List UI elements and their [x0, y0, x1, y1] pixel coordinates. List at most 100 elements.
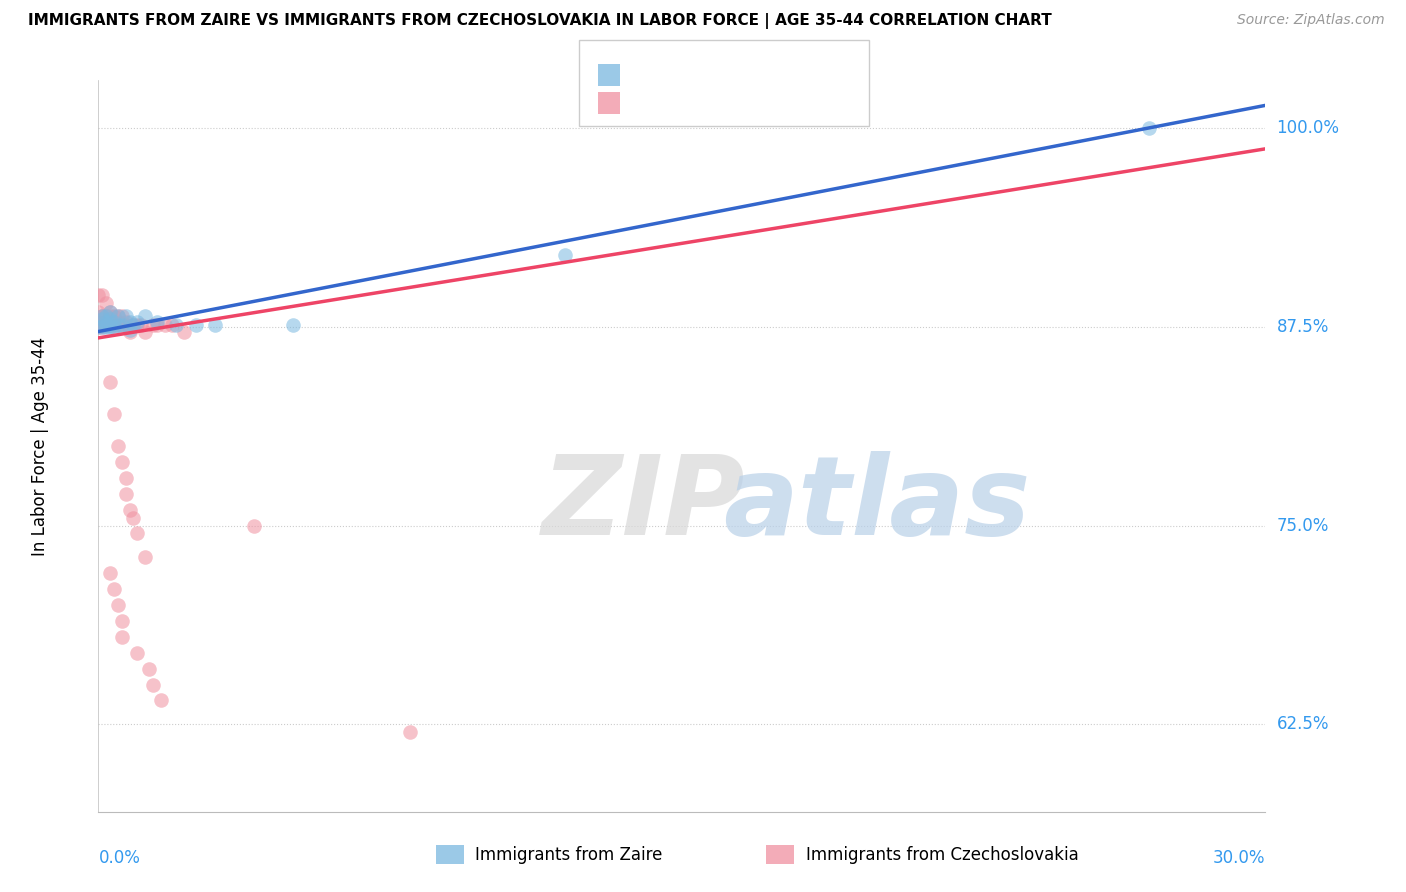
Text: 100.0%: 100.0%	[1277, 119, 1340, 137]
Point	[107, 315, 129, 329]
Point	[103, 318, 125, 333]
Point	[134, 325, 156, 339]
Text: 87.5%: 87.5%	[1277, 318, 1329, 335]
Point	[118, 315, 141, 329]
Point	[127, 646, 149, 660]
Point	[98, 315, 121, 329]
Point	[111, 630, 134, 644]
Point	[134, 309, 156, 323]
Point	[91, 318, 114, 333]
Text: ZIP: ZIP	[541, 451, 745, 558]
Point	[98, 319, 121, 334]
Point	[127, 526, 149, 541]
Point	[134, 550, 156, 565]
Point	[91, 319, 114, 334]
Point	[87, 319, 110, 334]
Point	[96, 296, 118, 310]
Point	[149, 693, 172, 707]
Point	[98, 309, 121, 323]
Point	[98, 376, 121, 390]
Point	[122, 318, 145, 333]
Point	[243, 518, 266, 533]
Point	[398, 725, 420, 739]
Point	[103, 407, 125, 421]
Point	[91, 318, 114, 333]
Point	[111, 455, 134, 469]
Point	[142, 318, 165, 333]
Point	[114, 318, 136, 333]
Point	[122, 318, 145, 333]
Point	[153, 318, 176, 333]
Point	[91, 309, 114, 323]
Point	[142, 677, 165, 691]
Point	[114, 486, 136, 500]
Point	[204, 318, 226, 333]
Point	[118, 325, 141, 339]
Point	[91, 288, 114, 302]
Point	[146, 318, 169, 333]
Point	[127, 318, 149, 333]
Point	[98, 305, 121, 319]
Text: 75.0%: 75.0%	[1277, 516, 1329, 534]
Point	[96, 319, 118, 334]
Point	[91, 309, 114, 323]
Point	[129, 318, 152, 333]
Point	[91, 309, 114, 323]
Point	[111, 318, 134, 333]
Text: Immigrants from Zaire: Immigrants from Zaire	[475, 846, 662, 863]
Point	[103, 582, 125, 596]
Point	[111, 614, 134, 628]
Point	[96, 315, 118, 329]
Point	[103, 309, 125, 323]
Text: atlas: atlas	[723, 451, 1031, 558]
Point	[107, 318, 129, 333]
Text: R =  0.579   N = 30: R = 0.579 N = 30	[631, 66, 793, 84]
Point	[114, 309, 136, 323]
Text: Source: ZipAtlas.com: Source: ZipAtlas.com	[1237, 13, 1385, 28]
Point	[162, 318, 184, 333]
Point	[1137, 120, 1160, 135]
Point	[107, 309, 129, 323]
Point	[103, 319, 125, 334]
Point	[122, 510, 145, 524]
Point	[96, 318, 118, 333]
Point	[127, 315, 149, 329]
Point	[111, 309, 134, 323]
Point	[87, 288, 110, 302]
Point	[96, 309, 118, 323]
Point	[87, 315, 110, 329]
Point	[96, 318, 118, 333]
Point	[98, 566, 121, 581]
Point	[107, 309, 129, 323]
Point	[281, 318, 304, 333]
Point	[114, 471, 136, 485]
Text: R =  0.300   N = 61: R = 0.300 N = 61	[631, 94, 793, 112]
Point	[98, 311, 121, 326]
Point	[173, 325, 195, 339]
Point	[98, 318, 121, 333]
Text: In Labor Force | Age 35-44: In Labor Force | Age 35-44	[31, 336, 49, 556]
Text: 62.5%: 62.5%	[1277, 715, 1329, 733]
Point	[91, 319, 114, 334]
Point	[118, 323, 141, 337]
Point	[98, 318, 121, 333]
Point	[103, 318, 125, 333]
Point	[96, 318, 118, 333]
Point	[184, 318, 207, 333]
Point	[98, 305, 121, 319]
Point	[96, 309, 118, 323]
Text: IMMIGRANTS FROM ZAIRE VS IMMIGRANTS FROM CZECHOSLOVAKIA IN LABOR FORCE | AGE 35-: IMMIGRANTS FROM ZAIRE VS IMMIGRANTS FROM…	[28, 13, 1052, 29]
Point	[107, 598, 129, 612]
Point	[91, 311, 114, 326]
Point	[165, 318, 187, 333]
Point	[87, 319, 110, 334]
Point	[98, 318, 121, 333]
Point	[111, 318, 134, 333]
Point	[103, 315, 125, 329]
Point	[114, 315, 136, 329]
Point	[118, 502, 141, 516]
Text: Immigrants from Czechoslovakia: Immigrants from Czechoslovakia	[806, 846, 1078, 863]
Point	[554, 248, 576, 262]
Point	[96, 315, 118, 329]
Point	[138, 662, 160, 676]
